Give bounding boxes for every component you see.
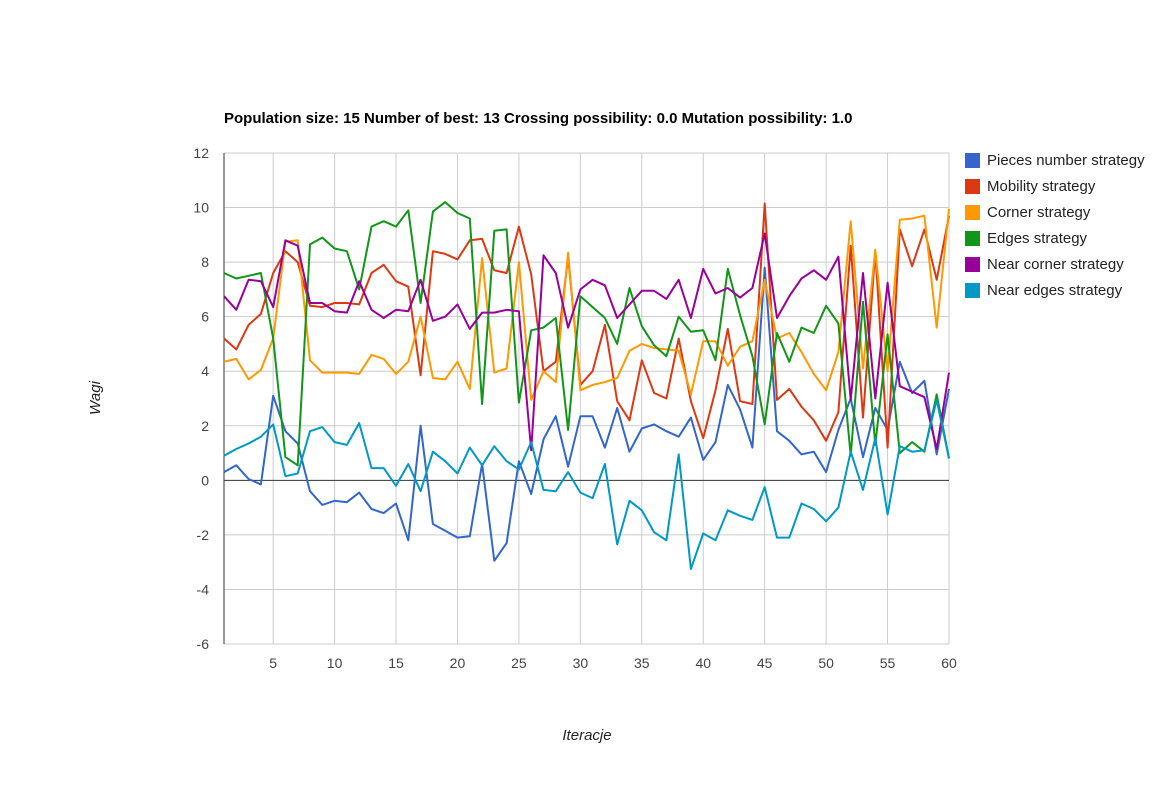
series-line-3 bbox=[223, 208, 950, 401]
x-tick-label: 60 bbox=[941, 655, 957, 671]
y-tick-label: -6 bbox=[197, 636, 210, 652]
legend-swatch bbox=[965, 179, 980, 194]
y-tick-label: 0 bbox=[201, 472, 209, 488]
legend-swatch bbox=[965, 283, 980, 298]
legend: Pieces number strategy Mobility strategy C… bbox=[965, 152, 1145, 299]
tick-labels: -6 -4 -2 0 2 4 6 8 10 12 5 10 15 20 25 30 35 40 45 50 55 60 bbox=[193, 145, 957, 671]
axes bbox=[223, 153, 949, 644]
series-lines bbox=[223, 201, 950, 570]
legend-label: Pieces number strategy bbox=[987, 152, 1145, 169]
x-axis-title: Iteracje bbox=[562, 727, 611, 744]
y-tick-label: 10 bbox=[193, 200, 209, 216]
y-tick-label: -4 bbox=[197, 581, 210, 597]
x-tick-label: 5 bbox=[269, 655, 277, 671]
x-tick-label: 10 bbox=[327, 655, 343, 671]
legend-label: Mobility strategy bbox=[987, 178, 1096, 195]
y-tick-label: 8 bbox=[201, 254, 209, 270]
y-tick-label: 4 bbox=[201, 363, 209, 379]
legend-swatch bbox=[965, 205, 980, 220]
y-axis-title: Wagi bbox=[87, 380, 104, 415]
series-line-2 bbox=[223, 202, 950, 449]
legend-swatch bbox=[965, 231, 980, 246]
y-tick-label: -2 bbox=[197, 527, 210, 543]
x-tick-label: 25 bbox=[511, 655, 527, 671]
x-tick-label: 20 bbox=[450, 655, 466, 671]
legend-label: Corner strategy bbox=[987, 204, 1091, 221]
x-tick-label: 45 bbox=[757, 655, 773, 671]
x-tick-label: 50 bbox=[818, 655, 834, 671]
x-tick-label: 15 bbox=[388, 655, 404, 671]
x-tick-label: 40 bbox=[695, 655, 711, 671]
chart-title: Population size: 15 Number of best: 13 C… bbox=[224, 110, 852, 127]
y-tick-label: 12 bbox=[193, 145, 209, 161]
legend-label: Edges strategy bbox=[987, 230, 1088, 247]
series-line-4 bbox=[223, 201, 950, 467]
legend-label: Near corner strategy bbox=[987, 256, 1124, 273]
y-tick-label: 6 bbox=[201, 309, 209, 325]
legend-swatch bbox=[965, 153, 980, 168]
series-line-5 bbox=[223, 232, 950, 452]
x-tick-label: 55 bbox=[880, 655, 896, 671]
series-line-1 bbox=[223, 266, 950, 562]
x-tick-label: 30 bbox=[573, 655, 589, 671]
legend-swatch bbox=[965, 257, 980, 272]
series-line-6 bbox=[223, 398, 950, 570]
y-tick-label: 2 bbox=[201, 418, 209, 434]
x-tick-label: 35 bbox=[634, 655, 650, 671]
legend-label: Near edges strategy bbox=[987, 282, 1123, 299]
